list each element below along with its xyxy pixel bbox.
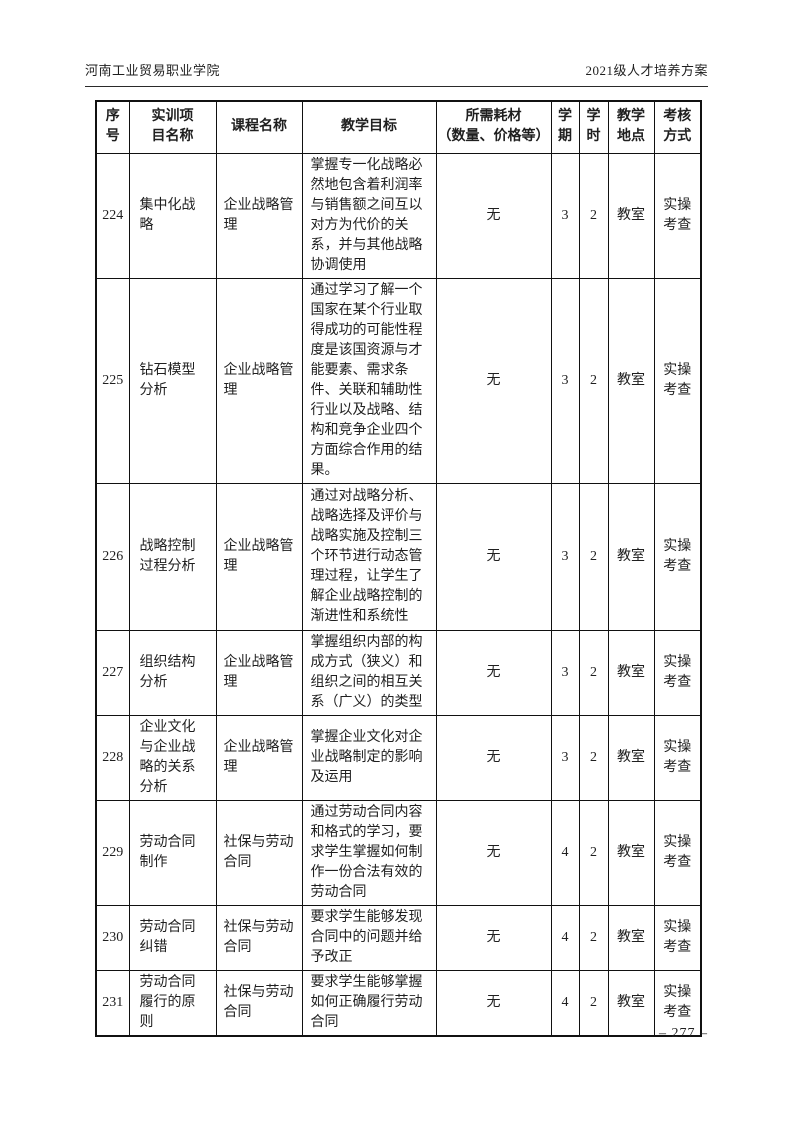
cell-assessment: 实操 考查 (653, 482, 702, 631)
cell-objective: 掌握企业文化对企业战略制定的影响及运用 (301, 714, 437, 801)
cell-project: 企业文化与企业战略的关系分析 (128, 714, 217, 801)
cell-project: 劳动合同纠错 (128, 904, 217, 971)
cell-hours: 2 (578, 629, 609, 716)
cell-course: 社保与劳动合同 (215, 799, 303, 906)
cell-assessment: 实操 考查 (653, 969, 702, 1036)
cell-location: 教室 (607, 629, 655, 716)
table-row: 225 钻石模型分析 企业战略管理 通过学习了解一个国家在某个行业取得成功的可能… (95, 277, 702, 484)
table-row: 229 劳动合同制作 社保与劳动合同 通过劳动合同内容和格式的学习，要求学生掌握… (95, 799, 702, 906)
cell-semester: 3 (550, 629, 580, 716)
cell-project: 钻石模型分析 (128, 277, 217, 484)
col-header-semester: 学 期 (550, 100, 580, 154)
col-header-no: 序 号 (95, 100, 130, 154)
cell-no: 229 (95, 799, 130, 906)
cell-no: 231 (95, 969, 130, 1036)
training-projects-table: 序 号 实训项 目名称 课程名称 教学目标 所需耗材 （数量、价格等） 学 期 … (95, 100, 702, 1037)
cell-objective: 要求学生能够发现合同中的问题并给予改正 (301, 904, 437, 971)
cell-objective: 通过劳动合同内容和格式的学习，要求学生掌握如何制作一份合法有效的劳动合同 (301, 799, 437, 906)
cell-course: 企业战略管理 (215, 629, 303, 716)
cell-semester: 3 (550, 714, 580, 801)
cell-assessment: 实操 考查 (653, 152, 702, 279)
cell-assessment: 实操 考查 (653, 714, 702, 801)
cell-materials: 无 (435, 714, 552, 801)
cell-materials: 无 (435, 629, 552, 716)
cell-location: 教室 (607, 799, 655, 906)
col-header-objective: 教学目标 (301, 100, 437, 154)
cell-no: 226 (95, 482, 130, 631)
cell-course: 企业战略管理 (215, 277, 303, 484)
cell-assessment: 实操 考查 (653, 629, 702, 716)
cell-assessment: 实操 考查 (653, 799, 702, 906)
cell-project: 集中化战略 (128, 152, 217, 279)
table-row: 228 企业文化与企业战略的关系分析 企业战略管理 掌握企业文化对企业战略制定的… (95, 714, 702, 801)
col-header-project: 实训项 目名称 (128, 100, 217, 154)
table-row: 226 战略控制过程分析 企业战略管理 通过对战略分析、战略选择及评价与战略实施… (95, 482, 702, 631)
cell-objective: 要求学生能够掌握如何正确履行劳动合同 (301, 969, 437, 1036)
cell-assessment: 实操 考查 (653, 277, 702, 484)
cell-course: 企业战略管理 (215, 482, 303, 631)
cell-materials: 无 (435, 969, 552, 1036)
cell-objective: 通过学习了解一个国家在某个行业取得成功的可能性程度是该国资源与才能要素、需求条件… (301, 277, 437, 484)
cell-hours: 2 (578, 714, 609, 801)
cell-materials: 无 (435, 277, 552, 484)
col-header-assessment: 考核 方式 (653, 100, 702, 154)
table-body: 224 集中化战略 企业战略管理 掌握专一化战略必然地包含着利润率与销售额之间互… (95, 152, 702, 1036)
cell-project: 战略控制过程分析 (128, 482, 217, 631)
cell-course: 社保与劳动合同 (215, 904, 303, 971)
cell-course: 社保与劳动合同 (215, 969, 303, 1036)
cell-materials: 无 (435, 482, 552, 631)
cell-location: 教室 (607, 152, 655, 279)
cell-assessment: 实操 考查 (653, 904, 702, 971)
cell-materials: 无 (435, 152, 552, 279)
col-header-location: 教学 地点 (607, 100, 655, 154)
cell-materials: 无 (435, 799, 552, 906)
cell-location: 教室 (607, 969, 655, 1036)
cell-no: 228 (95, 714, 130, 801)
table-header-row: 序 号 实训项 目名称 课程名称 教学目标 所需耗材 （数量、价格等） 学 期 … (95, 100, 702, 154)
cell-materials: 无 (435, 904, 552, 971)
cell-no: 225 (95, 277, 130, 484)
col-header-materials: 所需耗材 （数量、价格等） (435, 100, 552, 154)
cell-no: 230 (95, 904, 130, 971)
cell-semester: 4 (550, 904, 580, 971)
cell-project: 劳动合同履行的原则 (128, 969, 217, 1036)
cell-location: 教室 (607, 482, 655, 631)
cell-hours: 2 (578, 277, 609, 484)
table-row: 224 集中化战略 企业战略管理 掌握专一化战略必然地包含着利润率与销售额之间互… (95, 152, 702, 279)
cell-location: 教室 (607, 904, 655, 971)
cell-course: 企业战略管理 (215, 714, 303, 801)
table-row: 227 组织结构分析 企业战略管理 掌握组织内部的构成方式（狭义）和组织之间的相… (95, 629, 702, 716)
page-header: 河南工业贸易职业学院 2021级人才培养方案 (85, 60, 708, 87)
cell-location: 教室 (607, 277, 655, 484)
cell-semester: 3 (550, 277, 580, 484)
cell-no: 227 (95, 629, 130, 716)
page-number: – 277 – (659, 1026, 708, 1041)
col-header-hours: 学 时 (578, 100, 609, 154)
table-row: 230 劳动合同纠错 社保与劳动合同 要求学生能够发现合同中的问题并给予改正 无… (95, 904, 702, 971)
cell-objective: 掌握专一化战略必然地包含着利润率与销售额之间互以对方为代价的关系，并与其他战略协… (301, 152, 437, 279)
cell-course: 企业战略管理 (215, 152, 303, 279)
cell-hours: 2 (578, 482, 609, 631)
cell-hours: 2 (578, 969, 609, 1036)
cell-location: 教室 (607, 714, 655, 801)
header-school-name: 河南工业贸易职业学院 (85, 63, 221, 78)
cell-project: 组织结构分析 (128, 629, 217, 716)
cell-project: 劳动合同制作 (128, 799, 217, 906)
cell-semester: 4 (550, 799, 580, 906)
cell-no: 224 (95, 152, 130, 279)
header-plan-title: 2021级人才培养方案 (585, 63, 708, 78)
cell-semester: 3 (550, 152, 580, 279)
cell-objective: 掌握组织内部的构成方式（狭义）和组织之间的相互关系（广义）的类型 (301, 629, 437, 716)
cell-hours: 2 (578, 799, 609, 906)
col-header-course: 课程名称 (215, 100, 303, 154)
cell-semester: 3 (550, 482, 580, 631)
table-row: 231 劳动合同履行的原则 社保与劳动合同 要求学生能够掌握如何正确履行劳动合同… (95, 969, 702, 1036)
cell-objective: 通过对战略分析、战略选择及评价与战略实施及控制三个环节进行动态管理过程，让学生了… (301, 482, 437, 631)
cell-hours: 2 (578, 152, 609, 279)
cell-hours: 2 (578, 904, 609, 971)
